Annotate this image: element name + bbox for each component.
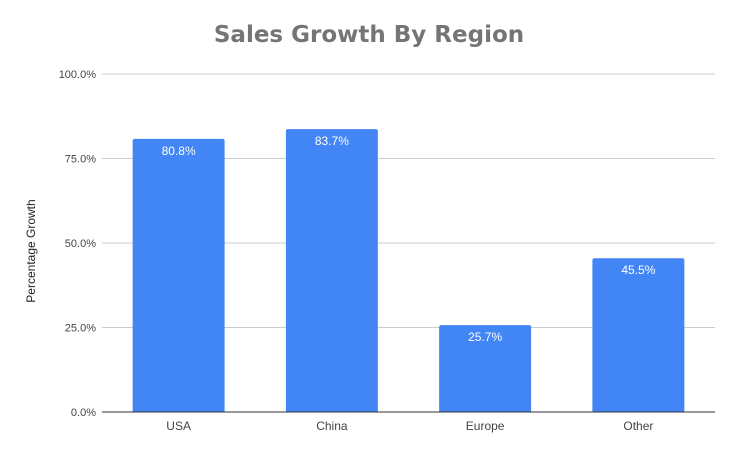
bar-other	[592, 258, 685, 412]
data-label: 83.7%	[315, 134, 349, 148]
x-tick-label: USA	[166, 419, 191, 433]
x-tick-label: Other	[623, 419, 653, 433]
y-tick-label: 100.0%	[59, 69, 97, 81]
x-tick-label: Europe	[466, 419, 505, 433]
y-tick-labels: 0.0% 25.0% 50.0% 75.0% 100.0%	[59, 69, 97, 419]
bar-europe	[439, 325, 532, 412]
bar-china	[285, 129, 378, 412]
y-tick-label: 0.0%	[71, 407, 96, 419]
data-label: 45.5%	[621, 263, 655, 277]
y-tick-label: 50.0%	[65, 238, 96, 250]
x-tick-label: China	[316, 419, 348, 433]
x-tick-labels: USA China Europe Other	[166, 419, 653, 433]
bar-usa	[132, 138, 225, 412]
data-label: 80.8%	[162, 144, 196, 158]
y-tick-label: 25.0%	[65, 323, 96, 335]
bars: 80.8% 83.7% 25.7% 45.5%	[132, 129, 685, 412]
data-label: 25.7%	[468, 330, 502, 344]
y-tick-label: 75.0%	[65, 154, 96, 166]
chart-title: Sales Growth By Region	[213, 22, 525, 48]
